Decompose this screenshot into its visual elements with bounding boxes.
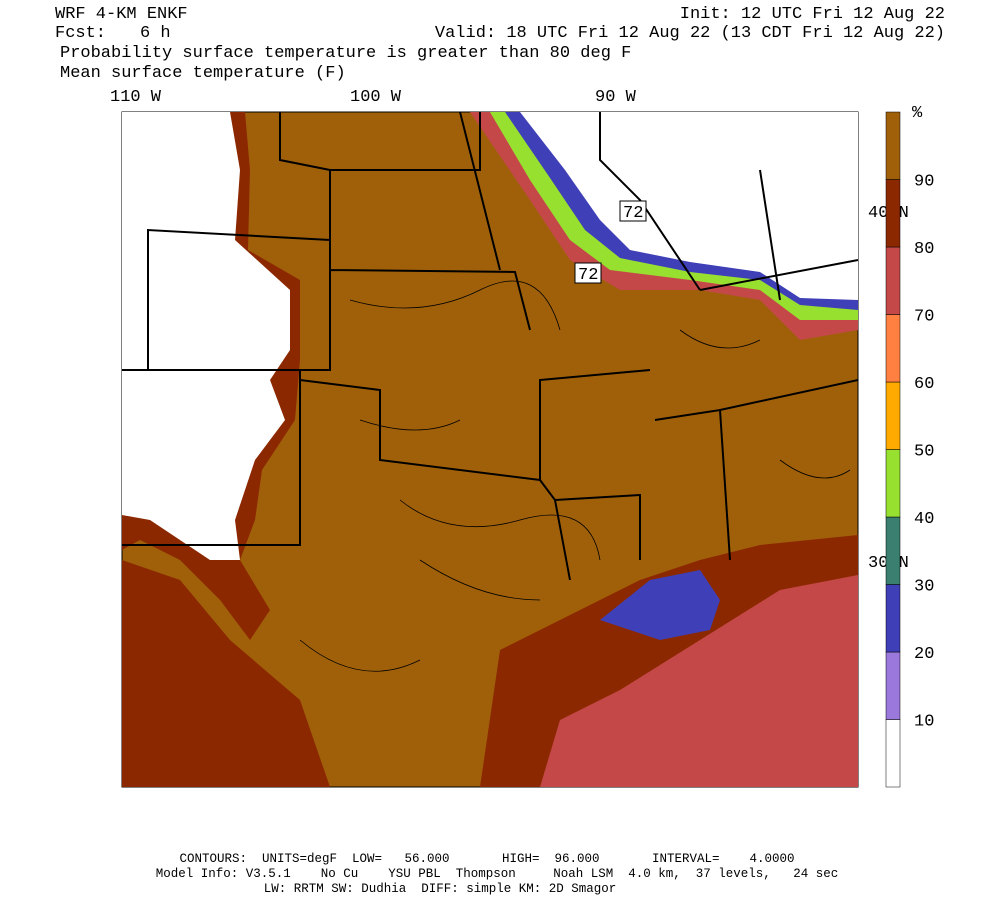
footer-line: CONTOURS: UNITS=degF LOW= 56.000 HIGH= 9… bbox=[179, 852, 794, 866]
shade bbox=[122, 560, 330, 787]
map: 72 72 bbox=[121, 111, 859, 788]
colorbar-label: 90 bbox=[914, 173, 934, 192]
lon-label: 110 W bbox=[110, 88, 162, 107]
shade bbox=[600, 570, 720, 640]
shade bbox=[122, 112, 290, 560]
colorbar-label: 30 bbox=[914, 578, 934, 597]
footer-line: Model Info: V3.5.1 No Cu YSU PBL Thompso… bbox=[156, 867, 839, 881]
shade bbox=[540, 575, 858, 787]
colorbar-label: 50 bbox=[914, 443, 934, 462]
colorbar-segment bbox=[885, 246, 901, 315]
colorbar-segment bbox=[885, 111, 901, 180]
contour-label: 72 bbox=[623, 204, 643, 223]
colorbar-segment bbox=[885, 381, 901, 450]
colorbar-segment bbox=[885, 179, 901, 248]
colorbar-label: 60 bbox=[914, 375, 934, 394]
field: Mean surface temperature (F) bbox=[60, 64, 346, 83]
colorbar: 10 20 30 40 50 60 70 80 90 bbox=[885, 111, 934, 788]
contour-label-box bbox=[619, 200, 647, 222]
footer-line: LW: RRTM SW: Dudhia DIFF: simple KM: 2D … bbox=[264, 882, 617, 896]
colorbar-segment bbox=[885, 651, 901, 720]
colorbar-label: 80 bbox=[914, 240, 934, 259]
fcst-hours: 6 h bbox=[140, 24, 171, 43]
fcst-label: Fcst: bbox=[55, 24, 106, 43]
colorbar-label: 20 bbox=[914, 645, 934, 664]
valid: Valid: 18 UTC Fri 12 Aug 22 (13 CDT Fri … bbox=[435, 24, 945, 43]
colorbar-segment bbox=[885, 584, 901, 653]
colorbar-label: 70 bbox=[914, 308, 934, 327]
colorbar-label: 40 bbox=[914, 510, 934, 529]
colorbar-segment bbox=[885, 719, 901, 788]
lon-label: 100 W bbox=[350, 88, 402, 107]
field: Probability surface temperature is great… bbox=[60, 44, 631, 63]
init: Init: 12 UTC Fri 12 Aug 22 bbox=[680, 5, 945, 24]
colorbar-segment bbox=[885, 314, 901, 383]
lon-label: 90 W bbox=[595, 88, 637, 107]
contour-label: 72 bbox=[578, 266, 598, 285]
colorbar-label: 10 bbox=[914, 713, 934, 732]
colorbar-segment bbox=[885, 516, 901, 585]
contour-label-box bbox=[574, 262, 602, 284]
colorbar-unit: % bbox=[912, 104, 923, 123]
model: WRF 4-KM ENKF bbox=[55, 5, 188, 24]
colorbar-segment bbox=[885, 449, 901, 518]
